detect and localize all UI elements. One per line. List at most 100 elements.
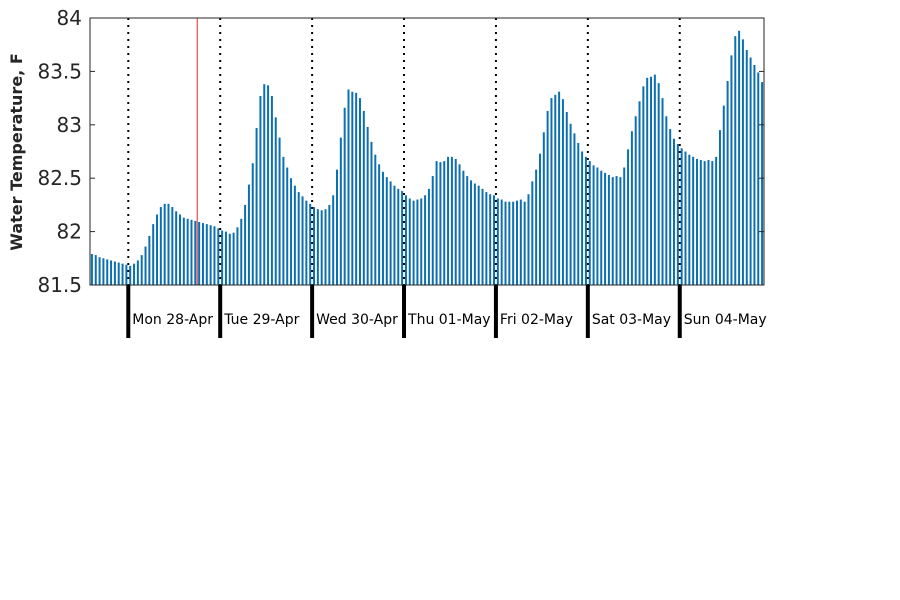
- temperature-bar: [692, 156, 695, 285]
- temperature-bar: [558, 91, 561, 285]
- temperature-bar: [473, 183, 476, 285]
- temperature-bar: [749, 57, 752, 285]
- y-axis-label: Water Temperature, F: [7, 53, 26, 251]
- day-labels: Mon 28-Apr Tue 29-Apr Wed 30-Apr Thu 01-May…: [132, 312, 766, 328]
- temperature-bar: [627, 149, 630, 285]
- temperature-bar: [117, 262, 120, 285]
- temperature-bar: [646, 77, 649, 285]
- temperature-bar: [259, 95, 262, 286]
- y-tick-label: 83.5: [37, 59, 82, 83]
- temperature-bar: [554, 94, 557, 286]
- temperature-bar: [477, 185, 480, 285]
- temperature-bar: [638, 101, 641, 285]
- temperature-bar: [450, 156, 453, 285]
- temperature-bar: [596, 167, 599, 285]
- temperature-bar: [519, 199, 522, 285]
- temperature-bar: [156, 214, 159, 285]
- temperature-bar: [90, 254, 93, 285]
- day-dividers: [127, 18, 681, 285]
- temperature-bar: [286, 167, 289, 285]
- temperature-bar: [573, 133, 576, 285]
- temperature-bar: [454, 158, 457, 285]
- temperature-bar: [634, 116, 637, 285]
- temperature-bar: [401, 191, 404, 285]
- temperature-bar: [630, 131, 633, 285]
- temperature-bar: [355, 92, 358, 285]
- temperature-bar: [297, 192, 300, 285]
- temperature-bar: [584, 156, 587, 285]
- y-tick-label: 84: [57, 6, 82, 30]
- y-tick-label: 83: [57, 113, 82, 137]
- temperature-bar: [343, 107, 346, 286]
- temperature-bar: [745, 50, 748, 285]
- temperature-bar: [408, 198, 411, 285]
- temperature-bar: [301, 196, 304, 285]
- temperature-bar: [684, 151, 687, 285]
- temperature-bar: [201, 223, 204, 285]
- temperature-bar: [604, 172, 607, 285]
- temperature-bar: [244, 204, 247, 285]
- temperature-bar: [615, 176, 618, 285]
- temperature-bar: [217, 228, 220, 285]
- temperature-bar: [535, 169, 538, 285]
- temperature-bar: [110, 260, 113, 285]
- temperature-bar: [129, 265, 132, 285]
- temperature-bar: [152, 224, 155, 285]
- temperature-bar: [336, 169, 338, 285]
- temperature-bar: [159, 207, 162, 285]
- temperature-bar: [443, 161, 446, 285]
- temperature-bar: [240, 218, 243, 285]
- temperature-bar: [718, 130, 721, 285]
- temperature-bar: [224, 231, 227, 285]
- temperature-bar: [569, 123, 572, 285]
- temperature-bar: [221, 230, 224, 285]
- temperature-bar: [657, 83, 660, 286]
- temperature-bar: [481, 188, 484, 285]
- temperature-bar: [485, 192, 488, 285]
- temperature-bar: [247, 184, 250, 285]
- temperature-bar: [106, 259, 109, 285]
- temperature-bar: [581, 151, 584, 285]
- temperature-bar: [531, 181, 534, 285]
- temperature-bar: [623, 167, 626, 285]
- temperature-bar: [546, 110, 549, 285]
- temperature-bar: [366, 126, 369, 285]
- temperature-bar: [370, 141, 373, 285]
- temperature-bar: [424, 195, 427, 285]
- temperature-bar: [179, 214, 181, 285]
- temperature-bar: [726, 81, 729, 285]
- temperature-bar: [381, 171, 384, 285]
- temperature-bar: [293, 185, 296, 285]
- temperature-bar: [619, 177, 622, 285]
- temperature-bar: [761, 82, 764, 285]
- y-tick-label: 82: [57, 220, 82, 244]
- temperature-bar: [136, 260, 139, 285]
- temperature-bar: [194, 220, 197, 285]
- temperature-bar: [282, 156, 285, 285]
- temperature-bar: [313, 207, 316, 285]
- temperature-bar: [431, 176, 434, 285]
- day-label: Tue 29-Apr: [223, 312, 299, 328]
- temperature-bar: [102, 258, 105, 285]
- temperature-bar: [650, 76, 653, 286]
- temperature-bar: [439, 162, 442, 285]
- y-tick-label: 82.5: [37, 166, 82, 190]
- temperature-bar: [466, 176, 469, 285]
- temperature-bar: [347, 89, 350, 285]
- temperature-bar: [588, 161, 591, 285]
- temperature-bar: [527, 194, 530, 285]
- temperature-bar: [592, 165, 595, 285]
- temperature-bar: [205, 224, 208, 285]
- temperature-bar: [447, 156, 450, 285]
- temperature-bar: [278, 137, 281, 285]
- temperature-bar: [711, 161, 714, 285]
- temperature-bar: [500, 199, 503, 285]
- day-label: Wed 30-Apr: [316, 312, 398, 328]
- temperature-bar: [255, 128, 258, 285]
- temperature-bar: [113, 261, 116, 285]
- temperature-bar: [94, 255, 97, 285]
- temperature-bar: [577, 142, 580, 285]
- temperature-bar: [148, 235, 151, 285]
- temperature-bar: [489, 194, 492, 285]
